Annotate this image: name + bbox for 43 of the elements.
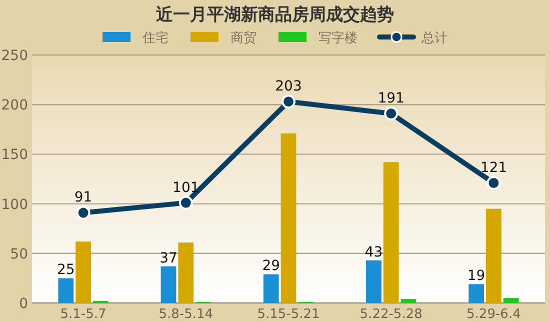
point — [282, 94, 296, 109]
bar — [383, 162, 399, 303]
y-tick-label: 200 — [1, 98, 28, 114]
legend-label: 写字楼 — [318, 30, 358, 46]
legend-label: 商贸 — [230, 31, 256, 46]
data-label: 91 — [74, 190, 92, 206]
data-label: 19 — [467, 268, 486, 284]
y-tick-label: 50 — [10, 246, 28, 262]
point — [178, 196, 193, 210]
point — [76, 206, 90, 220]
y-tick-label: 100 — [1, 196, 28, 213]
data-label: 101 — [172, 180, 200, 196]
data-label: 25 — [56, 262, 75, 278]
bar — [178, 242, 194, 303]
y-tick-label: 250 — [1, 48, 28, 64]
point — [486, 176, 501, 190]
data-label: 29 — [262, 258, 280, 274]
bar — [160, 266, 176, 303]
data-label: 203 — [275, 78, 302, 95]
x-tick-label: 5.1-5.7 — [60, 307, 106, 322]
chart-title: 近一月平湖新商品房周成交趋势 — [155, 5, 394, 25]
point — [384, 106, 398, 121]
x-tick-label: 5.15-5.21 — [257, 307, 320, 322]
bar — [58, 278, 74, 303]
legend-label: 住宅 — [142, 30, 168, 46]
bar — [400, 299, 416, 303]
x-tick-label: 5.29-6.4 — [466, 307, 521, 322]
bar — [366, 260, 382, 303]
y-tick-label: 150 — [1, 147, 28, 164]
bar — [486, 208, 502, 303]
data-label: 191 — [378, 90, 404, 107]
bar — [503, 298, 519, 303]
x-tick-label: 5.22-5.28 — [360, 307, 422, 322]
bar — [76, 241, 91, 303]
data-label: 37 — [160, 250, 178, 266]
data-label: 121 — [480, 160, 508, 176]
y-tick-label: 0 — [19, 296, 28, 312]
legend-label: 总计 — [420, 31, 448, 46]
data-label: 43 — [364, 244, 383, 260]
bar — [263, 274, 279, 303]
bar — [468, 284, 484, 303]
x-tick-label: 5.8-5.14 — [158, 307, 214, 322]
bar — [280, 133, 296, 303]
